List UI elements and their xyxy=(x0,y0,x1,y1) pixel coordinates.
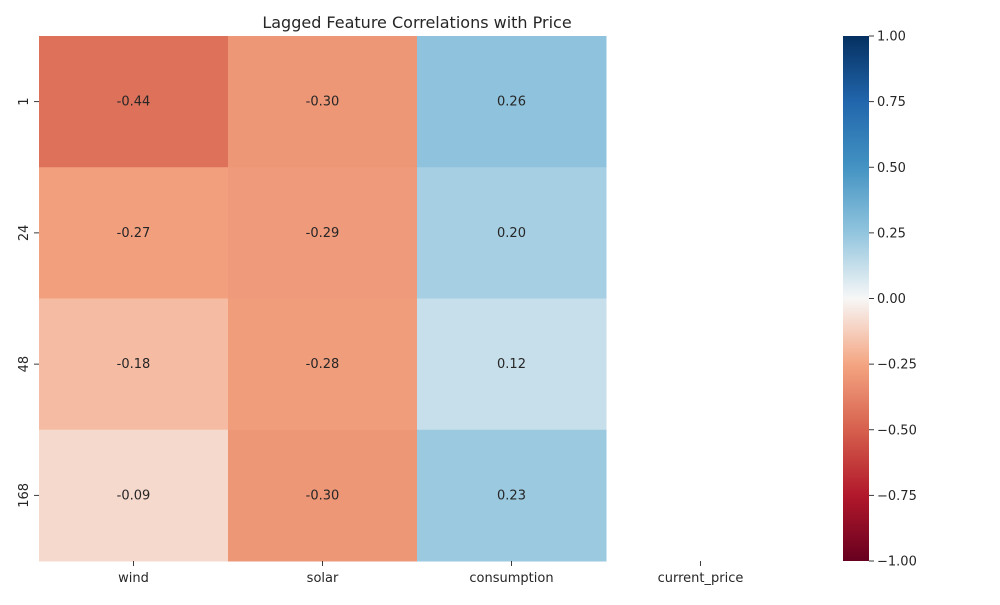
cell-value-label: -0.28 xyxy=(306,357,340,372)
cell-value-label: -0.30 xyxy=(306,95,340,110)
x-tick-label: consumption xyxy=(469,571,553,586)
cell-value-label: -0.29 xyxy=(306,226,340,241)
x-axis: wind solar consumption current_price xyxy=(118,561,743,586)
colorbar-tick-label: 0.50 xyxy=(877,161,906,176)
cell-value-label: -0.18 xyxy=(117,357,151,372)
x-tick-label: current_price xyxy=(658,571,744,586)
heatmap-cell xyxy=(228,298,418,431)
colorbar-tick-label: 0.00 xyxy=(877,292,906,307)
y-tick-label: 1 xyxy=(17,97,32,105)
heatmap-cell xyxy=(39,167,229,299)
heatmap-cell xyxy=(228,167,418,299)
x-tick-label: wind xyxy=(118,571,149,586)
cell-value-label: -0.09 xyxy=(117,488,151,503)
colorbar-tick-label: −0.75 xyxy=(877,489,917,504)
cell-value-label: -0.30 xyxy=(306,488,340,503)
heatmap-cell xyxy=(39,298,229,431)
cell-value-label: 0.26 xyxy=(497,95,526,110)
y-axis: 1 24 48 168 xyxy=(17,97,39,508)
cell-value-label: 0.12 xyxy=(497,357,526,372)
colorbar-tick-label: −0.50 xyxy=(877,423,917,438)
y-tick-label: 48 xyxy=(17,356,32,373)
heatmap-cells xyxy=(39,36,607,562)
heatmap-cell xyxy=(417,36,607,168)
heatmap-cell xyxy=(228,429,418,562)
x-tick-label: solar xyxy=(307,571,339,586)
chart-title: Lagged Feature Correlations with Price xyxy=(262,13,571,32)
colorbar xyxy=(843,36,869,561)
colorbar-gradient xyxy=(843,36,869,561)
heatmap-cell xyxy=(417,167,607,299)
colorbar-ticks: 1.00 0.75 0.50 0.25 0.00 −0.25 −0.50 −0.75 −1.00 xyxy=(869,30,917,570)
heatmap-cell xyxy=(39,36,229,168)
y-tick-label: 168 xyxy=(17,483,32,508)
cell-value-label: -0.27 xyxy=(117,226,151,241)
colorbar-tick-label: 0.75 xyxy=(877,95,906,110)
heatmap-cell xyxy=(39,429,229,562)
heatmap-cell xyxy=(228,36,418,168)
heatmap-cell xyxy=(417,298,607,431)
heatmap-cell xyxy=(417,429,607,562)
cell-value-label: 0.20 xyxy=(497,226,526,241)
colorbar-tick-label: −0.25 xyxy=(877,358,917,373)
cell-value-label: 0.23 xyxy=(497,488,526,503)
colorbar-tick-label: −1.00 xyxy=(877,555,917,570)
heatmap-value-labels: -0.44 -0.30 0.26 -0.27 -0.29 0.20 -0.18 -0.28 0.… xyxy=(117,95,526,504)
cell-value-label: -0.44 xyxy=(117,95,151,110)
colorbar-tick-label: 0.25 xyxy=(877,226,906,241)
y-tick-label: 24 xyxy=(17,225,32,242)
colorbar-tick-label: 1.00 xyxy=(877,30,906,45)
